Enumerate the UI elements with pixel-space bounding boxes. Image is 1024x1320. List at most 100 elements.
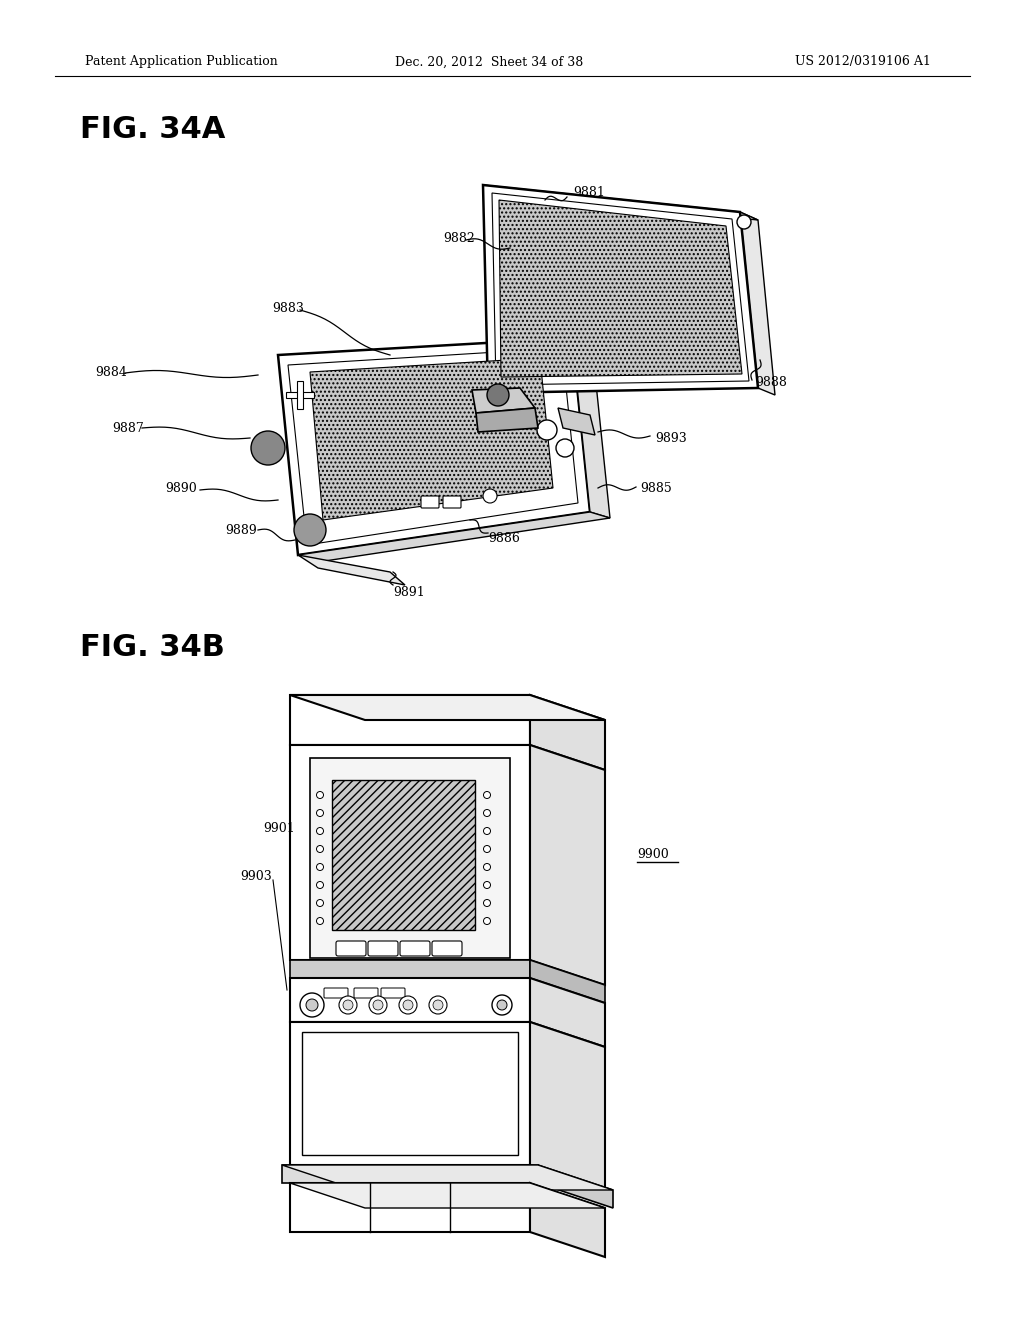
FancyBboxPatch shape [336,941,366,956]
Polygon shape [278,338,590,554]
Text: 9893: 9893 [655,432,687,445]
Text: 9888: 9888 [755,376,786,389]
Text: 9900: 9900 [637,847,669,861]
Polygon shape [290,1022,530,1166]
Polygon shape [302,1032,518,1155]
Text: Patent Application Publication: Patent Application Publication [85,55,278,69]
Circle shape [294,513,326,546]
Circle shape [433,1001,443,1010]
Text: 9901: 9901 [263,821,295,834]
Circle shape [339,997,357,1014]
Polygon shape [290,978,530,1022]
Circle shape [483,809,490,817]
Circle shape [316,846,324,853]
Circle shape [316,809,324,817]
FancyBboxPatch shape [368,941,398,956]
Circle shape [316,917,324,924]
Polygon shape [310,758,510,958]
Circle shape [251,432,285,465]
FancyBboxPatch shape [354,987,378,998]
Circle shape [403,1001,413,1010]
Polygon shape [298,512,610,562]
Circle shape [483,882,490,888]
Circle shape [483,488,497,503]
Circle shape [316,882,324,888]
Polygon shape [483,185,758,393]
Circle shape [316,899,324,907]
FancyBboxPatch shape [432,941,462,956]
Polygon shape [332,780,475,931]
Polygon shape [572,338,610,517]
Circle shape [497,1001,507,1010]
Circle shape [343,1001,353,1010]
Polygon shape [472,388,535,413]
Text: FIG. 34B: FIG. 34B [80,634,225,663]
Polygon shape [483,185,758,220]
Polygon shape [476,408,538,432]
Text: 9903: 9903 [241,870,272,883]
Polygon shape [530,978,605,1047]
Polygon shape [310,358,553,520]
Circle shape [483,917,490,924]
Polygon shape [290,1183,530,1232]
Polygon shape [286,392,314,399]
Polygon shape [282,1166,538,1183]
Text: 9881: 9881 [573,186,605,199]
Polygon shape [288,348,578,545]
Circle shape [373,1001,383,1010]
Circle shape [556,440,574,457]
Polygon shape [558,408,595,436]
Polygon shape [530,696,605,770]
Circle shape [316,863,324,870]
Text: FIG. 34A: FIG. 34A [80,116,225,144]
Text: 9890: 9890 [165,482,197,495]
Polygon shape [530,1183,605,1257]
Text: 9883: 9883 [272,301,304,314]
Text: 9889: 9889 [225,524,257,536]
Polygon shape [290,696,530,744]
Circle shape [429,997,447,1014]
Circle shape [483,899,490,907]
Text: 9885: 9885 [640,482,672,495]
FancyBboxPatch shape [421,496,439,508]
Circle shape [483,828,490,834]
Polygon shape [298,554,406,585]
Polygon shape [282,1166,613,1191]
Polygon shape [290,1183,605,1208]
Text: 9887: 9887 [112,421,143,434]
Text: 9884: 9884 [95,367,127,380]
Circle shape [492,995,512,1015]
Polygon shape [530,744,605,985]
FancyBboxPatch shape [443,496,461,508]
Polygon shape [492,193,749,385]
Text: Dec. 20, 2012  Sheet 34 of 38: Dec. 20, 2012 Sheet 34 of 38 [395,55,584,69]
Polygon shape [538,1166,613,1208]
Circle shape [483,846,490,853]
Polygon shape [290,960,530,978]
FancyBboxPatch shape [324,987,348,998]
FancyBboxPatch shape [400,941,430,956]
Circle shape [399,997,417,1014]
Circle shape [737,215,751,228]
Text: 9886: 9886 [488,532,520,544]
Text: US 2012/0319106 A1: US 2012/0319106 A1 [795,55,931,69]
Text: 9891: 9891 [393,586,425,598]
Circle shape [316,828,324,834]
Polygon shape [290,744,530,960]
Polygon shape [499,201,742,378]
Circle shape [487,384,509,407]
Circle shape [300,993,324,1016]
Polygon shape [530,960,605,1003]
Text: 9882: 9882 [443,231,475,244]
Circle shape [483,863,490,870]
Polygon shape [290,696,605,719]
Polygon shape [530,1022,605,1191]
Polygon shape [297,381,303,409]
FancyBboxPatch shape [381,987,406,998]
Circle shape [316,792,324,799]
Circle shape [306,999,318,1011]
Polygon shape [740,213,775,395]
Circle shape [537,420,557,440]
Circle shape [483,792,490,799]
Circle shape [369,997,387,1014]
